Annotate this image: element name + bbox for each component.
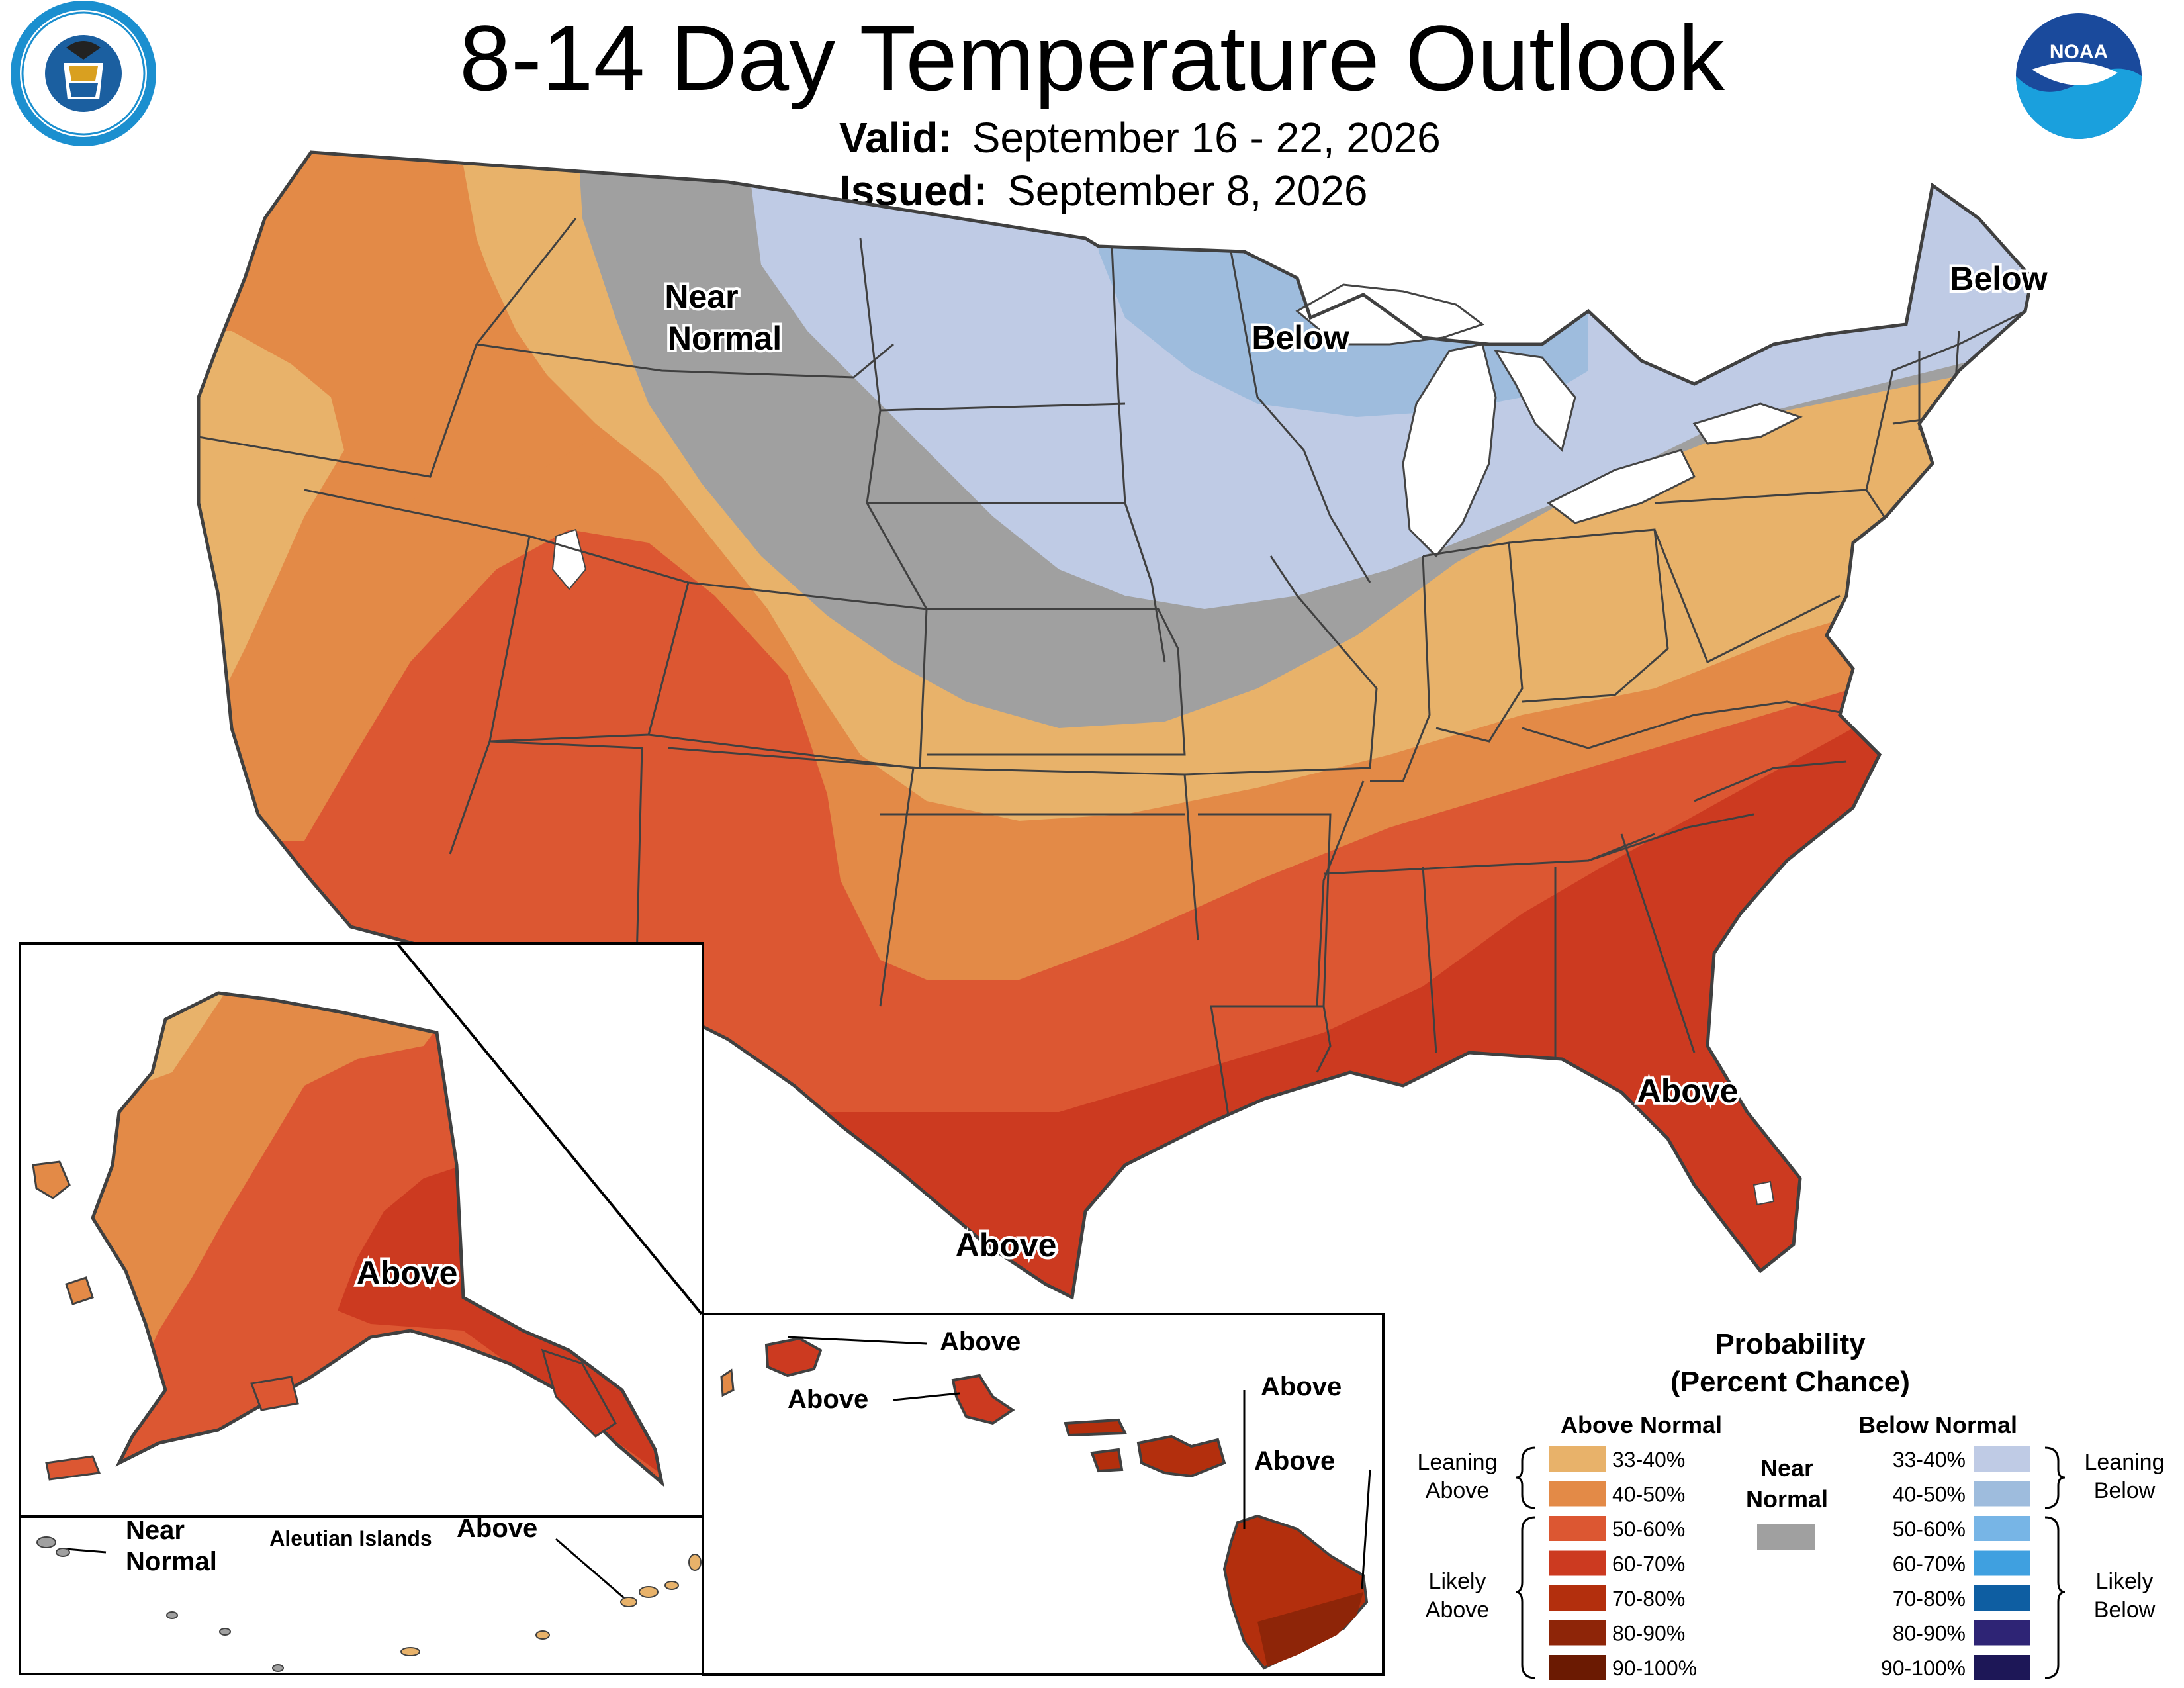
valid-dates: Valid: September 16 - 22, 2026 — [839, 113, 1441, 163]
alaska-inset: Above — [19, 942, 704, 1518]
legend-likely-above-1: Likely — [1429, 1569, 1486, 1594]
maui — [1136, 1434, 1226, 1478]
legend-above-swatch — [1549, 1516, 1606, 1541]
lake-okeechobee — [1752, 1180, 1775, 1206]
legend-below-swatch — [1974, 1655, 2030, 1680]
legend-leaning-below-2: Below — [2094, 1478, 2156, 1503]
aleutian-inset: Aleutian Islands Near Normal Above — [19, 1514, 704, 1675]
noaa-logo: NOAA — [2016, 13, 2142, 139]
legend-above-label: 60-70% — [1612, 1552, 1685, 1576]
valid-value: September 16 - 22, 2026 — [972, 114, 1441, 162]
legend-above-label: 70-80% — [1612, 1587, 1685, 1611]
legend-above-label: 90-100% — [1612, 1656, 1697, 1680]
legend-below-swatch — [1974, 1585, 2030, 1611]
legend-below-header: Below Normal — [1858, 1411, 2017, 1438]
legend-below-swatch — [1974, 1516, 2030, 1541]
legend-below-swatch — [1974, 1446, 2030, 1472]
issued-value: September 8, 2026 — [1007, 167, 1368, 214]
legend-near-1: Near — [1760, 1454, 1813, 1481]
legend-above-swatch — [1549, 1446, 1606, 1472]
legend-below-label: 70-80% — [1893, 1587, 1966, 1611]
aleutian-near-1: Near — [126, 1516, 185, 1545]
oahu — [951, 1374, 1015, 1425]
legend-below-label: 40-50% — [1893, 1483, 1966, 1507]
legend-title-2: (Percent Chance) — [1670, 1366, 1910, 1398]
legend-above-swatch — [1549, 1550, 1606, 1576]
legend-above-label: 33-40% — [1612, 1448, 1685, 1472]
hawaii-label-maui: Above — [1261, 1372, 1342, 1401]
legend-likely-below-2: Below — [2094, 1597, 2156, 1622]
legend-near-swatch — [1757, 1524, 1815, 1550]
label-above-alaska: Above — [357, 1254, 458, 1291]
legend-above-label: 50-60% — [1612, 1517, 1685, 1541]
legend-near-2: Normal — [1746, 1485, 1828, 1513]
hawaii-label-oahu: Above — [788, 1385, 868, 1414]
lanai — [1090, 1448, 1124, 1473]
valid-label: Valid: — [839, 114, 952, 162]
legend-leaning-below-1: Leaning — [2084, 1450, 2164, 1475]
map-title: 8-14 Day Temperature Outlook — [459, 6, 1725, 110]
legend-below-label: 33-40% — [1893, 1448, 1966, 1472]
legend-above-header: Above Normal — [1561, 1411, 1722, 1438]
great-lakes — [1295, 283, 1803, 558]
label-below-midwest: Below — [1251, 319, 1349, 356]
legend-leaning-above-2: Above — [1426, 1478, 1489, 1503]
legend-above-rows: 33-40% 40-50% 50-60% 60-70% 70-80% 80-90% 90-1… — [1549, 1446, 1697, 1680]
hawaii-inset: Above Above Above Above — [702, 1313, 1385, 1676]
legend-below-swatch — [1974, 1481, 2030, 1507]
legend-above-label: 80-90% — [1612, 1622, 1685, 1646]
legend: Probability (Percent Chance) Above Norma… — [1417, 1328, 2165, 1680]
legend-below-swatch — [1974, 1550, 2030, 1576]
legend-below-label: 90-100% — [1881, 1656, 1966, 1680]
legend-likely-above-2: Above — [1426, 1597, 1489, 1622]
hawaii-label-kauai: Above — [940, 1327, 1021, 1356]
legend-below-swatch — [1974, 1620, 2030, 1646]
legend-above-label: 40-50% — [1612, 1483, 1685, 1507]
legend-leaning-above-1: Leaning — [1417, 1450, 1497, 1475]
hawaii-label-big-island: Above — [1254, 1446, 1335, 1476]
state-boundaries — [199, 218, 2026, 1133]
legend-above-swatch — [1549, 1585, 1606, 1611]
above-40-50-west-region — [199, 152, 596, 722]
legend-above-swatch — [1549, 1481, 1606, 1507]
label-above-texas: Above — [956, 1227, 1057, 1264]
aleutian-above: Above — [457, 1514, 537, 1543]
label-near-normal-1: Near — [664, 278, 738, 315]
label-near-normal-2: Normal — [668, 320, 782, 357]
label-above-florida: Above — [1637, 1072, 1739, 1109]
legend-above-swatch — [1549, 1655, 1606, 1680]
svg-text:NOAA: NOAA — [2050, 41, 2108, 63]
legend-above-swatch — [1549, 1620, 1606, 1646]
legend-below-label: 50-60% — [1893, 1517, 1966, 1541]
legend-likely-below-1: Likely — [2096, 1569, 2154, 1594]
niihau — [720, 1368, 735, 1397]
aleutian-near-2: Normal — [126, 1547, 217, 1576]
legend-below-label: 80-90% — [1893, 1622, 1966, 1646]
legend-title-1: Probability — [1715, 1328, 1866, 1360]
legend-below-rows: 33-40% 40-50% 50-60% 60-70% 70-80% 80-90% 90-1… — [1881, 1446, 2030, 1680]
legend-below-label: 60-70% — [1893, 1552, 1966, 1576]
label-below-northeast: Below — [1950, 260, 2047, 297]
molokai — [1064, 1418, 1128, 1437]
above-33-40-coast-region — [199, 331, 344, 715]
aleutian-title: Aleutian Islands — [269, 1526, 432, 1550]
department-of-commerce-seal — [11, 1, 156, 146]
